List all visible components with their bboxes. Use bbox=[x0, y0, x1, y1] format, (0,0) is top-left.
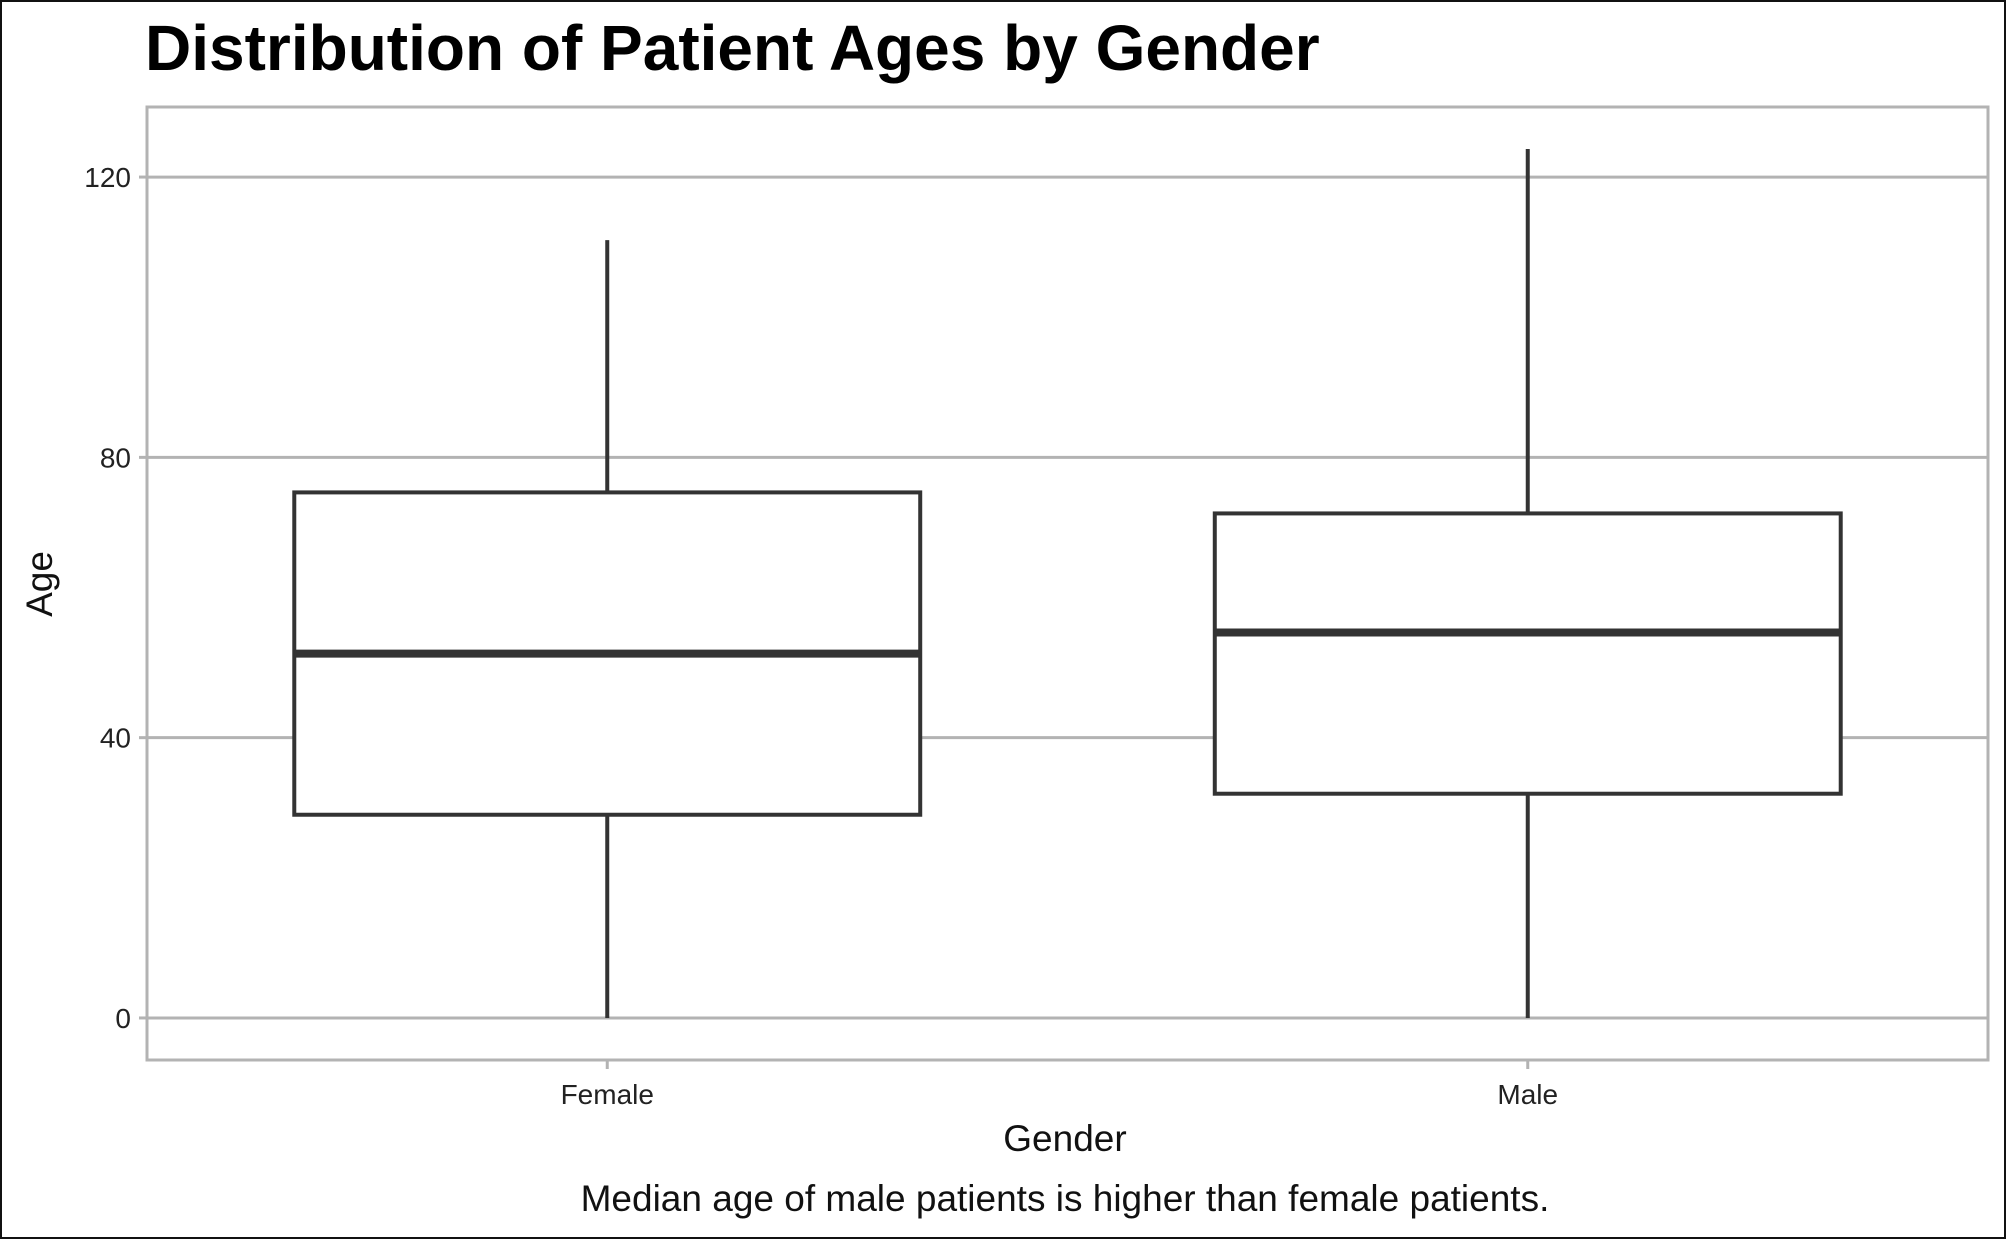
y-tick-label-0: 0 bbox=[115, 1003, 131, 1034]
x-tick-label-female: Female bbox=[561, 1079, 654, 1110]
chart-title: Distribution of Patient Ages by Gender bbox=[145, 12, 1320, 84]
y-tick-labels: 0 40 80 120 bbox=[84, 162, 147, 1034]
iqr-box-male bbox=[1212, 511, 1843, 796]
boxes bbox=[292, 149, 1843, 1018]
plot-panel-border bbox=[145, 105, 1990, 1062]
box-male bbox=[1212, 149, 1843, 1018]
y-axis-title: Age bbox=[19, 551, 60, 617]
x-tick-labels: Female Male bbox=[561, 1060, 1558, 1110]
x-tick-label-male: Male bbox=[1497, 1079, 1558, 1110]
y-tick-label-40: 40 bbox=[100, 723, 131, 754]
box-female bbox=[292, 240, 923, 1018]
x-axis-title: Gender bbox=[1003, 1118, 1126, 1159]
chart-caption: Median age of male patients is higher th… bbox=[581, 1178, 1550, 1219]
y-tick-label-80: 80 bbox=[100, 442, 131, 473]
y-tick-label-120: 120 bbox=[84, 162, 131, 193]
